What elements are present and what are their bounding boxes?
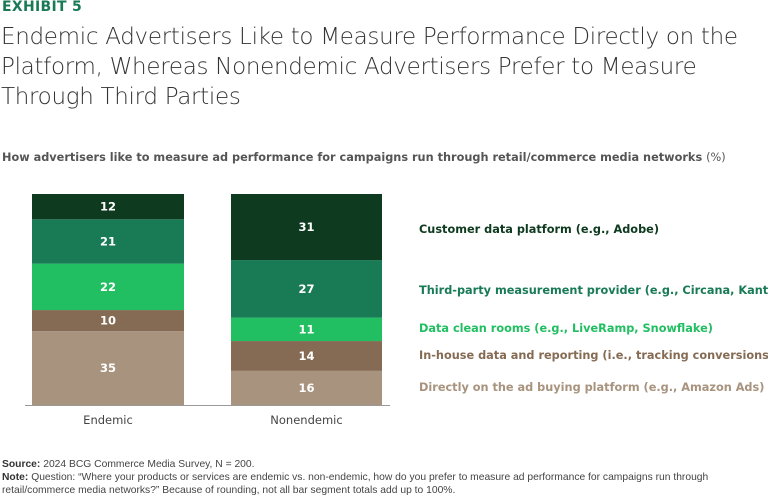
data-label: 10 xyxy=(100,314,116,328)
data-label: 35 xyxy=(100,361,116,375)
bar-segment xyxy=(231,260,382,318)
subtitle-unit: (%) xyxy=(706,151,726,164)
bar-segment xyxy=(32,331,184,405)
bar-segment xyxy=(231,194,382,261)
source-line: Source: 2024 BCG Commerce Media Survey, … xyxy=(2,458,766,471)
bar-segment xyxy=(231,370,382,405)
bar-segment xyxy=(32,194,184,220)
subtitle-text: How advertisers like to measure ad perfo… xyxy=(2,151,703,164)
bar-segment xyxy=(32,263,184,311)
source-text: 2024 BCG Commerce Media Survey, N = 200. xyxy=(43,459,255,470)
source-label: Source: xyxy=(2,459,41,470)
category-label: Nonendemic xyxy=(270,413,342,427)
data-label: 12 xyxy=(100,200,116,214)
note-text: Question: “Where your products or servic… xyxy=(2,472,709,496)
stacked-bar-chart: 35 10 22 21 12 Endemic 16 14 11 27 31 Nonendemic Dir… xyxy=(25,194,768,427)
bar-segment xyxy=(32,310,184,332)
data-label: 31 xyxy=(298,220,314,234)
chart-title: Endemic Advertisers Like to Measure Perf… xyxy=(1,24,738,110)
legend-entry: In-house data and reporting (i.e., track… xyxy=(419,349,768,362)
legend-entry: Customer data platform (e.g., Adobe) xyxy=(419,223,659,236)
category-label: Endemic xyxy=(83,413,133,427)
data-label: 14 xyxy=(298,349,314,363)
data-label: 22 xyxy=(100,280,116,294)
bar-segment xyxy=(32,219,184,264)
data-label: 11 xyxy=(298,322,314,336)
bar-segment xyxy=(231,341,382,371)
chart-subtitle: How advertisers like to measure ad perfo… xyxy=(2,151,726,164)
note-line: Note: Question: “Where your products or … xyxy=(2,471,766,497)
note-label: Note: xyxy=(2,472,29,483)
data-label: 27 xyxy=(298,282,314,296)
legend-entry: Data clean rooms (e.g., LiveRamp, Snowfl… xyxy=(419,322,713,335)
legend-entry: Directly on the ad buying platform (e.g.… xyxy=(419,381,764,394)
exhibit-label: EXHIBIT 5 xyxy=(2,0,83,15)
data-label: 16 xyxy=(298,381,314,395)
data-label: 21 xyxy=(100,234,116,248)
legend-entry: Third-party measurement provider (e.g., … xyxy=(419,284,768,297)
footer: Source: 2024 BCG Commerce Media Survey, … xyxy=(2,458,766,497)
bar-segment xyxy=(231,317,382,342)
